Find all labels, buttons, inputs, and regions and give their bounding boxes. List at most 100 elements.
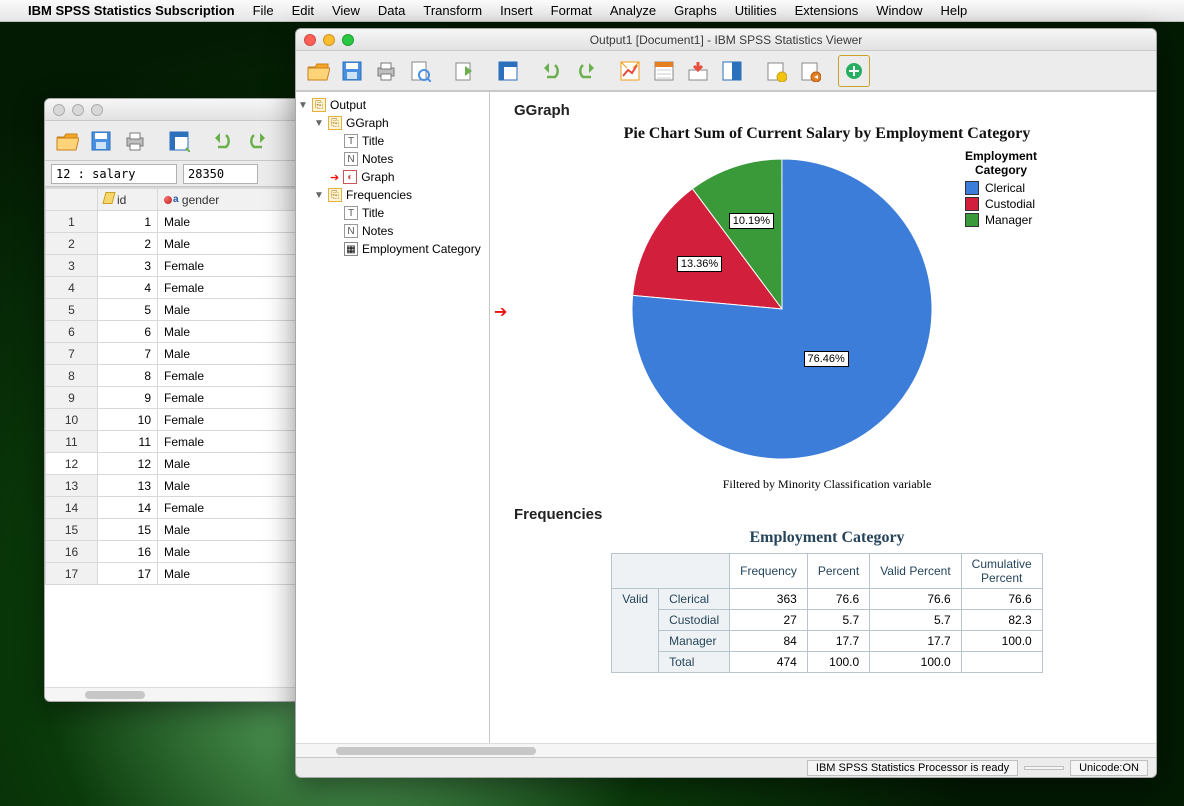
open-icon[interactable] xyxy=(51,125,83,157)
table-row[interactable]: Total474100.0100.0 xyxy=(612,652,1042,673)
print-icon[interactable] xyxy=(370,55,402,87)
minimize-icon[interactable] xyxy=(323,34,335,46)
outline-freq-notes[interactable]: Notes xyxy=(362,224,393,238)
zoom-icon[interactable] xyxy=(91,104,103,116)
close-icon[interactable] xyxy=(53,104,65,116)
menu-window[interactable]: Window xyxy=(876,3,922,18)
menu-file[interactable]: File xyxy=(253,3,274,18)
menu-graphs[interactable]: Graphs xyxy=(674,3,717,18)
insert-down-icon[interactable] xyxy=(682,55,714,87)
section-frequencies: Frequencies xyxy=(514,506,1140,523)
zoom-icon[interactable] xyxy=(342,34,354,46)
pivot-icon[interactable] xyxy=(648,55,680,87)
goto-icon[interactable] xyxy=(163,125,195,157)
outline-ggraph-title[interactable]: Title xyxy=(362,134,384,148)
table-row[interactable]: 1616Male xyxy=(46,541,303,563)
status-bar: IBM SPSS Statistics Processor is ready U… xyxy=(296,757,1156,777)
menu-data[interactable]: Data xyxy=(378,3,405,18)
output-viewer-window: Output1 [Document1] - IBM SPSS Statistic… xyxy=(295,28,1157,778)
undo-icon[interactable] xyxy=(536,55,568,87)
redo-icon[interactable] xyxy=(241,125,273,157)
table-row[interactable]: ValidClerical36376.676.676.6 xyxy=(612,589,1042,610)
table-row[interactable]: 1313Male xyxy=(46,475,303,497)
table-row[interactable]: 1414Female xyxy=(46,497,303,519)
output-titlebar[interactable]: Output1 [Document1] - IBM SPSS Statistic… xyxy=(296,29,1156,51)
undo-icon[interactable] xyxy=(207,125,239,157)
run-script-icon[interactable] xyxy=(794,55,826,87)
outline-freq-title[interactable]: Title xyxy=(362,206,384,220)
menu-utilities[interactable]: Utilities xyxy=(735,3,777,18)
menu-edit[interactable]: Edit xyxy=(292,3,314,18)
outline-output[interactable]: Output xyxy=(330,98,366,112)
output-hscrollbar[interactable] xyxy=(296,743,1156,757)
outline-freq[interactable]: Frequencies xyxy=(346,188,412,202)
minimize-icon[interactable] xyxy=(72,104,84,116)
table-row[interactable]: 44Female xyxy=(46,277,303,299)
table-row[interactable]: 1212Male xyxy=(46,453,303,475)
menu-view[interactable]: View xyxy=(332,3,360,18)
table-row[interactable]: Custodial275.75.782.3 xyxy=(612,610,1042,631)
open-icon[interactable] xyxy=(302,55,334,87)
col-gender[interactable]: a gender xyxy=(158,189,303,211)
table-row[interactable]: 1111Female xyxy=(46,431,303,453)
close-icon[interactable] xyxy=(304,34,316,46)
table-row[interactable]: 1010Female xyxy=(46,409,303,431)
save-icon[interactable] xyxy=(336,55,368,87)
print-icon[interactable] xyxy=(119,125,151,157)
output-canvas[interactable]: ➔ GGraph Pie Chart Sum of Current Salary… xyxy=(490,92,1156,743)
current-item-arrow-icon: ➔ xyxy=(494,302,507,322)
table-row[interactable]: 1717Male xyxy=(46,563,303,585)
corner-cell[interactable] xyxy=(46,189,98,211)
table-row[interactable]: 55Male xyxy=(46,299,303,321)
chart-caption: Filtered by Minority Classification vari… xyxy=(514,477,1140,492)
freq-col-cumpct: Cumulative Percent xyxy=(961,554,1042,589)
freq-table[interactable]: Frequency Percent Valid Percent Cumulati… xyxy=(611,553,1042,673)
chart-legend: EmploymentCategory ClericalCustodialMana… xyxy=(965,149,1037,229)
table-row[interactable]: 1515Male xyxy=(46,519,303,541)
export-icon[interactable] xyxy=(448,55,480,87)
designate-window-icon[interactable] xyxy=(760,55,792,87)
data-hscrollbar[interactable] xyxy=(45,687,303,701)
section-ggraph: GGraph xyxy=(514,102,1140,119)
table-row[interactable]: 99Female xyxy=(46,387,303,409)
add-icon[interactable] xyxy=(838,55,870,87)
goto-cell-input[interactable] xyxy=(51,164,177,184)
menu-analyze[interactable]: Analyze xyxy=(610,3,656,18)
menu-help[interactable]: Help xyxy=(940,3,967,18)
table-row[interactable]: Manager8417.717.7100.0 xyxy=(612,631,1042,652)
pie-svg xyxy=(617,149,947,469)
table-row[interactable]: 33Female xyxy=(46,255,303,277)
table-row[interactable]: 77Male xyxy=(46,343,303,365)
data-titlebar[interactable] xyxy=(45,99,303,121)
output-outline[interactable]: ▼⎘Output ▼⎘GGraph TTitle NNotes ➔◐Graph … xyxy=(296,92,490,743)
preview-icon[interactable] xyxy=(404,55,436,87)
outline-ggraph-notes[interactable]: Notes xyxy=(362,152,393,166)
col-id[interactable]: id xyxy=(98,189,158,211)
freq-table-title: Employment Category xyxy=(514,529,1140,547)
outline-ggraph[interactable]: GGraph xyxy=(346,116,389,130)
save-icon[interactable] xyxy=(85,125,117,157)
output-window-title: Output1 [Document1] - IBM SPSS Statistic… xyxy=(304,33,1148,47)
app-name[interactable]: IBM SPSS Statistics Subscription xyxy=(28,3,235,18)
table-row[interactable]: 11Male xyxy=(46,211,303,233)
outline-freq-table[interactable]: Employment Category xyxy=(362,242,481,256)
chart-title: Pie Chart Sum of Current Salary by Emplo… xyxy=(514,125,1140,143)
menu-transform[interactable]: Transform xyxy=(423,3,482,18)
data-grid[interactable]: id a gender 11Male22Male33Female44Female… xyxy=(45,187,303,687)
menu-format[interactable]: Format xyxy=(551,3,592,18)
outline-ggraph-graph[interactable]: Graph xyxy=(361,170,394,184)
menu-extensions[interactable]: Extensions xyxy=(795,3,859,18)
menu-insert[interactable]: Insert xyxy=(500,3,533,18)
pie-chart[interactable]: Pie Chart Sum of Current Salary by Emplo… xyxy=(514,125,1140,492)
goto-data-icon[interactable] xyxy=(492,55,524,87)
redo-icon[interactable] xyxy=(570,55,602,87)
freq-col-percent: Percent xyxy=(807,554,869,589)
goto-bar xyxy=(45,161,303,187)
chart-builder-icon[interactable] xyxy=(614,55,646,87)
goto-value-input[interactable] xyxy=(183,164,258,184)
table-row[interactable]: 88Female xyxy=(46,365,303,387)
status-processor: IBM SPSS Statistics Processor is ready xyxy=(807,760,1018,776)
select-last-icon[interactable] xyxy=(716,55,748,87)
table-row[interactable]: 22Male xyxy=(46,233,303,255)
table-row[interactable]: 66Male xyxy=(46,321,303,343)
